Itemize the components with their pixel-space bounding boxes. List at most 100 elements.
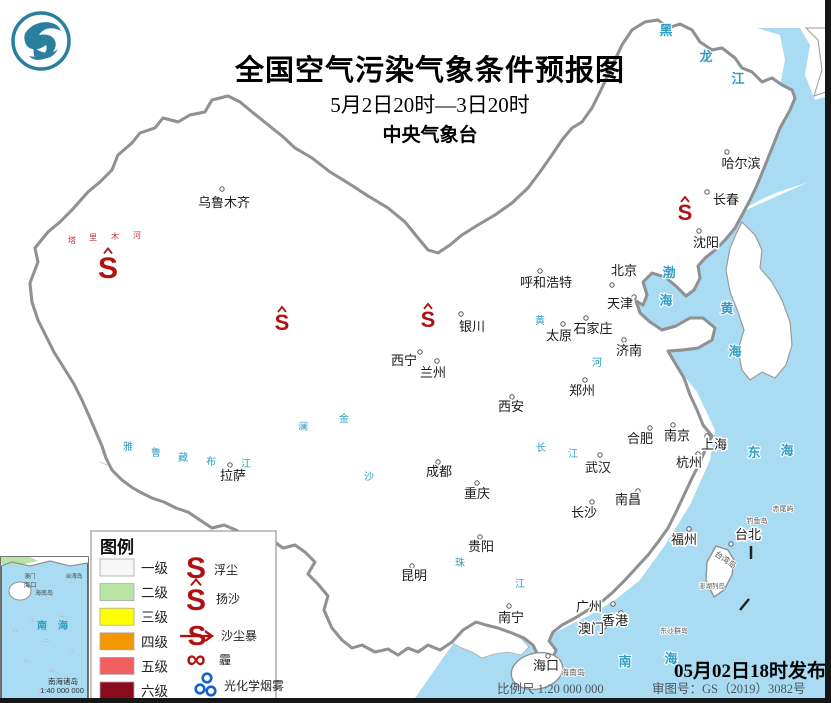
city-label: 澳门 <box>578 621 604 636</box>
city-label: 成都 <box>426 464 452 479</box>
city-label: 乌鲁木齐 <box>198 195 250 210</box>
city-dot <box>582 377 588 383</box>
city-label: 长春 <box>713 192 739 207</box>
city-dot <box>474 480 480 486</box>
city-沈阳: 沈阳 <box>691 228 721 252</box>
legend-level-label: 四级 <box>141 635 168 650</box>
sea-label: 江 <box>731 71 744 86</box>
city-杭州: 杭州 <box>674 451 704 472</box>
inset-islands <box>13 614 74 692</box>
sea-label: 黑 <box>659 23 672 38</box>
city-银川: 银川 <box>457 311 487 336</box>
city-dot <box>696 228 702 234</box>
svg-text:S: S <box>275 310 290 335</box>
city-太原: 太原 <box>544 321 574 345</box>
taiwan-island <box>705 545 735 599</box>
approval-number: 审图号：GS（2019）3082号 <box>652 681 805 696</box>
sea-label: 渤 <box>662 265 675 280</box>
blowing-sand-symbol: S <box>98 246 118 285</box>
title-block: 全国空气污染气象条件预报图 5月2日20时—3日20时 中央气象台 <box>234 53 625 146</box>
city-dot <box>670 422 676 428</box>
city-label: 拉萨 <box>220 468 246 483</box>
river-label: 藏 <box>178 452 188 464</box>
sea-label: 南 <box>618 654 631 669</box>
page-title: 全国空气污染气象条件预报图 <box>234 53 625 87</box>
city-label: 杭州 <box>676 455 702 470</box>
blowing-sand-symbol: S <box>678 195 693 225</box>
frame-right <box>825 0 831 703</box>
river-label: 金 <box>339 412 349 425</box>
city-dot <box>724 149 730 155</box>
frame-bottom <box>0 698 831 703</box>
city-label: 北京 <box>611 263 637 278</box>
legend-swatch-5 <box>99 657 135 675</box>
svg-text:S: S <box>186 584 206 617</box>
city-北京: 北京 <box>609 262 639 288</box>
svg-text:S: S <box>421 307 436 332</box>
sea-label: 海 <box>659 293 672 308</box>
inset-label: 海南岛 <box>35 589 53 597</box>
city-dot <box>621 337 627 343</box>
river-label: 江 <box>241 458 251 470</box>
city-dot <box>477 534 483 540</box>
city-天津: 天津 <box>605 294 637 313</box>
city-重庆: 重庆 <box>462 480 492 503</box>
desert-river-label: 木 <box>111 231 119 241</box>
cma-logo-icon <box>11 11 71 71</box>
svg-text:S: S <box>678 200 693 225</box>
city-dot <box>728 541 734 547</box>
river-label: 黄 <box>535 314 545 327</box>
city-dot <box>695 451 701 457</box>
svg-text:∞: ∞ <box>186 644 205 674</box>
city-dot <box>545 653 551 659</box>
city-福州: 福州 <box>669 526 699 549</box>
city-dot <box>601 624 607 630</box>
city-dot <box>635 488 641 494</box>
city-label: 南宁 <box>498 610 524 625</box>
river-label: 长 <box>536 442 546 454</box>
legend-symbol-扬沙: S 扬沙 <box>186 577 240 617</box>
city-label: 贵阳 <box>468 539 494 554</box>
city-武汉: 武汉 <box>583 452 613 477</box>
city-成都: 成都 <box>424 459 454 481</box>
legend-swatch-2 <box>99 583 135 601</box>
city-香港: 香港 <box>600 610 630 630</box>
inset-label: 台湾岛 <box>66 572 83 580</box>
city-dot <box>537 268 543 274</box>
map-scale: 比例尺 1:20 000 000 <box>497 682 604 696</box>
city-label: 香港 <box>602 613 628 628</box>
inset-label: 澳门 <box>24 572 35 580</box>
city-dot <box>631 294 637 300</box>
city-dot <box>417 349 423 355</box>
city-郑州: 郑州 <box>567 377 597 400</box>
city-南昌: 南昌 <box>613 488 643 509</box>
city-dot <box>509 394 515 400</box>
city-贵阳: 贵阳 <box>466 534 496 556</box>
city-乌鲁木齐: 乌鲁木齐 <box>196 186 252 212</box>
city-label: 天津 <box>607 296 633 311</box>
sea-label: 东 <box>747 445 760 460</box>
legend-title: 图例 <box>100 537 134 557</box>
forecast-period: 5月2日20时—3日20时 <box>330 93 530 117</box>
city-label: 济南 <box>616 343 642 358</box>
city-dot <box>583 315 589 321</box>
hainan-island <box>510 651 564 691</box>
city-label: 上海 <box>701 437 727 452</box>
city-长沙: 长沙 <box>569 499 599 522</box>
city-dot <box>647 425 653 431</box>
legend-symbol-浮尘: S 浮尘 <box>186 552 238 585</box>
city-台北: 台北 <box>728 526 763 547</box>
city-石家庄: 石家庄 <box>572 315 614 338</box>
city-dot <box>227 462 233 468</box>
city-dot <box>610 601 616 607</box>
island-label: 东沙群岛 <box>660 626 688 635</box>
publish-time: 05月02日18时发布 <box>674 659 826 682</box>
island-label: 赤尾屿 <box>773 504 794 513</box>
blowing-sand-symbol: S <box>275 305 290 335</box>
city-济南: 济南 <box>614 337 644 360</box>
city-dot <box>458 311 464 317</box>
city-海口: 海口 <box>531 653 561 675</box>
